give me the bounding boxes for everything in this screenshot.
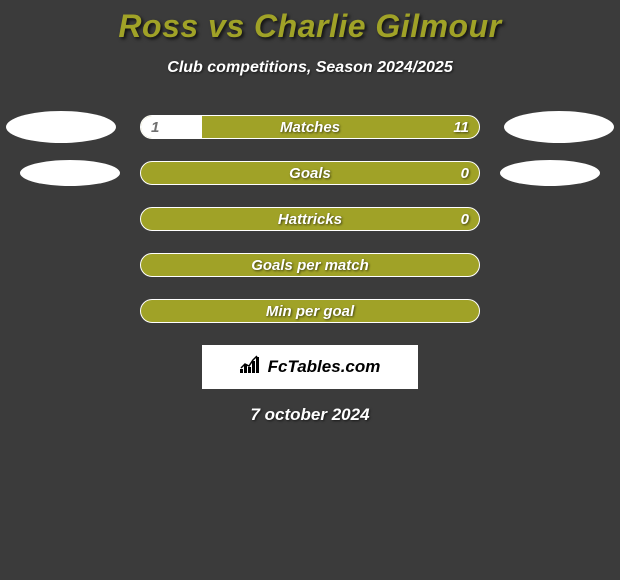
stat-row: 1Matches11 bbox=[0, 115, 620, 139]
stat-row: Goals per match bbox=[0, 253, 620, 277]
logo-inner: FcTables.com bbox=[240, 355, 381, 380]
stat-bar: Goals per match bbox=[140, 253, 480, 277]
stat-label: Hattricks bbox=[141, 208, 479, 230]
logo-box[interactable]: FcTables.com bbox=[202, 345, 418, 389]
page-title: Ross vs Charlie Gilmour bbox=[0, 0, 620, 45]
stat-row: Goals0 bbox=[0, 161, 620, 185]
stat-row: Hattricks0 bbox=[0, 207, 620, 231]
player-left-placeholder bbox=[6, 111, 116, 143]
subtitle: Club competitions, Season 2024/2025 bbox=[0, 59, 620, 77]
stat-right-value: 0 bbox=[461, 208, 469, 230]
stat-label: Matches bbox=[141, 116, 479, 138]
stat-bar: Goals0 bbox=[140, 161, 480, 185]
chart-bars-icon bbox=[240, 355, 264, 380]
chart-area: 1Matches11Goals0Hattricks0Goals per matc… bbox=[0, 115, 620, 323]
stat-label: Goals bbox=[141, 162, 479, 184]
stat-right-value: 11 bbox=[453, 116, 469, 138]
stat-right-value: 0 bbox=[461, 162, 469, 184]
stat-bar: Hattricks0 bbox=[140, 207, 480, 231]
stat-row: Min per goal bbox=[0, 299, 620, 323]
date-text: 7 october 2024 bbox=[0, 405, 620, 425]
comparison-widget: Ross vs Charlie Gilmour Club competition… bbox=[0, 0, 620, 580]
player-left-placeholder bbox=[20, 160, 120, 186]
player-right-placeholder bbox=[500, 160, 600, 186]
player-right-placeholder bbox=[504, 111, 614, 143]
stat-label: Goals per match bbox=[141, 254, 479, 276]
stat-label: Min per goal bbox=[141, 300, 479, 322]
stat-bar: 1Matches11 bbox=[140, 115, 480, 139]
logo-text: FcTables.com bbox=[268, 357, 381, 377]
stat-bar: Min per goal bbox=[140, 299, 480, 323]
